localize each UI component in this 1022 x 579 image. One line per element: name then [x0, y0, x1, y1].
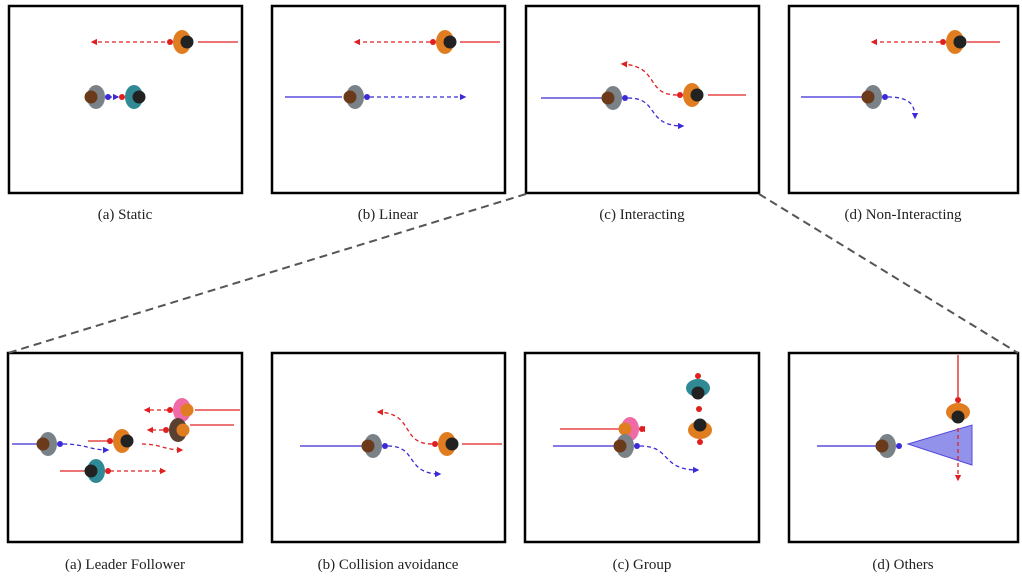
- pedestrian-part: [697, 439, 703, 445]
- pedestrian: [85, 459, 112, 483]
- pedestrian-part: [181, 404, 194, 417]
- pedestrian-part: [37, 438, 50, 451]
- pedestrian: [686, 373, 710, 400]
- caption: (b) Collision avoidance: [318, 557, 459, 573]
- pedestrian-part: [85, 91, 98, 104]
- panel-box: [525, 353, 759, 542]
- planned-path: [640, 446, 698, 470]
- pedestrian-part: [602, 92, 615, 105]
- planned-path: [142, 444, 182, 450]
- pedestrian-part: [364, 94, 370, 100]
- pedestrian: [167, 30, 194, 54]
- pedestrian-part: [163, 427, 169, 433]
- pedestrian: [119, 85, 146, 109]
- caption: (a) Leader Follower: [65, 557, 185, 573]
- pedestrian: [85, 85, 112, 109]
- pedestrian: [107, 429, 134, 453]
- pedestrian-part: [85, 465, 98, 478]
- planned-path: [388, 446, 440, 474]
- pedestrian-part: [954, 36, 967, 49]
- pedestrian: [37, 432, 64, 456]
- figure: (a) Static (b) Linear (c) Interacting (d…: [0, 0, 1022, 579]
- pedestrian-part: [694, 419, 707, 432]
- pedestrian-part: [362, 440, 375, 453]
- pedestrian: [940, 30, 967, 54]
- pedestrian-part: [692, 387, 705, 400]
- panel-box: [789, 353, 1018, 542]
- caption: (c) Group: [613, 557, 672, 573]
- pedestrian-part: [619, 423, 632, 436]
- caption: (d) Others: [872, 557, 933, 573]
- pedestrian-part: [430, 39, 436, 45]
- pedestrian-part: [444, 36, 457, 49]
- pedestrian: [946, 397, 970, 424]
- pedestrian: [163, 418, 190, 442]
- pedestrian-part: [167, 39, 173, 45]
- planned-path: [888, 97, 915, 118]
- pedestrian: [862, 85, 889, 109]
- pedestrian-part: [952, 411, 965, 424]
- view-cone: [908, 425, 972, 465]
- pedestrian: [430, 30, 457, 54]
- planned-path: [378, 412, 432, 444]
- pedestrian-part: [177, 424, 190, 437]
- pedestrian-part: [181, 36, 194, 49]
- caption: (a) Static: [98, 207, 153, 223]
- pedestrian-part: [677, 92, 683, 98]
- zoom-line: [8, 194, 526, 353]
- pedestrian: [688, 419, 712, 446]
- planned-path: [622, 64, 677, 95]
- pedestrian-part: [133, 91, 146, 104]
- pedestrian-part: [614, 440, 627, 453]
- pedestrian: [362, 434, 389, 458]
- panel-box: [272, 353, 505, 542]
- pedestrian: [432, 432, 459, 456]
- pedestrian-part: [344, 91, 357, 104]
- caption: (b) Linear: [358, 207, 418, 223]
- pedestrian-part: [876, 440, 889, 453]
- planned-path: [628, 98, 683, 126]
- planned-path: [63, 444, 108, 450]
- pedestrian-part: [382, 443, 388, 449]
- pedestrian-part: [691, 89, 704, 102]
- pedestrian-part: [57, 441, 63, 447]
- pedestrian-part: [446, 438, 459, 451]
- pedestrian-part: [862, 91, 875, 104]
- pedestrian-part: [121, 435, 134, 448]
- caption: (d) Non-Interacting: [844, 207, 962, 223]
- panel-box: [272, 6, 505, 193]
- pedestrian-part: [634, 443, 640, 449]
- pedestrian-part: [882, 94, 888, 100]
- pedestrian: [677, 83, 704, 107]
- pedestrian: [602, 86, 629, 110]
- pedestrian-part: [622, 95, 628, 101]
- pedestrian: [344, 85, 371, 109]
- pedestrian-part: [432, 441, 438, 447]
- pedestrian: [876, 434, 903, 458]
- pedestrian-part: [940, 39, 946, 45]
- pedestrian-part: [695, 373, 701, 379]
- pedestrian-part: [696, 406, 702, 412]
- pedestrian-part: [896, 443, 902, 449]
- pedestrian-part: [107, 438, 113, 444]
- pedestrian-part: [119, 94, 125, 100]
- panel-box: [526, 6, 759, 193]
- caption: (c) Interacting: [599, 207, 685, 223]
- pedestrian-part: [955, 397, 961, 403]
